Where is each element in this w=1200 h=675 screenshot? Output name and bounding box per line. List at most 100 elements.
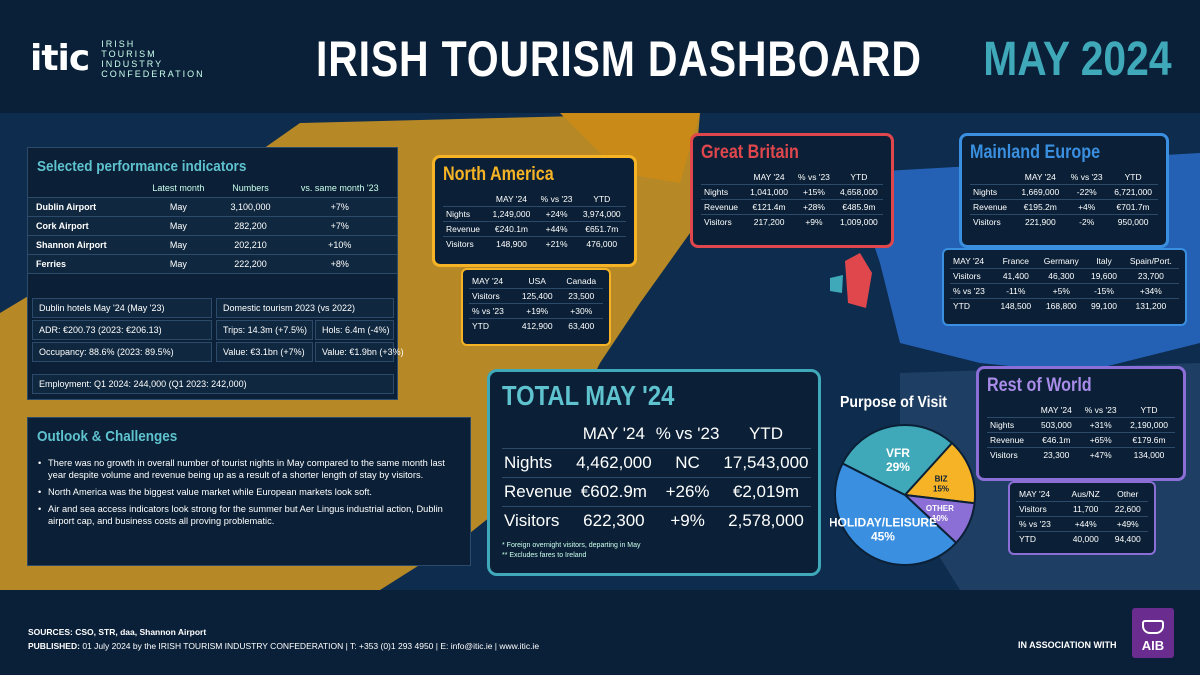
table-cell: +19% (514, 303, 560, 319)
column-header: Canada (566, 276, 597, 286)
table-cell: Nights (502, 448, 575, 478)
table-cell: 125,400 (514, 288, 560, 304)
table-cell: 22,600 (1107, 501, 1148, 517)
column-header: Other (1117, 489, 1139, 499)
column-header: YTD (748, 424, 783, 443)
table-cell: YTD (950, 298, 995, 313)
table-cell: +15% (793, 184, 835, 200)
table-row: Nights 503,000 +31% 2,190,000 (987, 417, 1175, 433)
table-cell: Revenue (701, 199, 745, 215)
table-cell: 282,200 (218, 216, 283, 236)
market-table: MAY '24 % vs '23 YTD Nights 1,669,000 -22% 6,… (970, 170, 1158, 229)
table-cell: +28% (793, 199, 835, 215)
column-header: YTD (593, 194, 611, 204)
pie-label: BIZ 15% (933, 474, 949, 493)
footer (0, 590, 1200, 675)
published-label: PUBLISHED: (28, 641, 80, 651)
column-header: USA (528, 276, 546, 286)
table-cell: Nights (701, 184, 745, 200)
table-cell: +30% (559, 303, 603, 319)
table-cell: Nights (443, 206, 488, 222)
great-britain-card: Great Britain MAY '24% vs '23 YTD Nights 1… (690, 133, 894, 248)
total-title: TOTAL MAY '24 (502, 380, 675, 411)
table-cell: €485.9m (834, 199, 883, 215)
association-label: IN ASSOCIATION WITH (1018, 640, 1117, 650)
hotels-label: Dublin hotels May '24 (May '23) (32, 298, 212, 318)
table-cell: Cork Airport (28, 216, 139, 236)
employment-value: Employment: Q1 2024: 244,000 (Q1 2023: 2… (32, 374, 394, 394)
mainland-europe-breakdown: MAY '24 France Germany Italy Spain/Port. Vis… (942, 248, 1187, 326)
logo-line: INDUSTRY (101, 58, 164, 69)
britain-shape (845, 253, 872, 308)
table-cell: 134,000 (1123, 447, 1175, 462)
table-cell: +49% (1107, 516, 1148, 532)
table-cell: 148,500 (994, 298, 1038, 313)
sources-block: SOURCES: CSO, STR, daa, Shannon Airport … (28, 625, 539, 653)
column-header: Numbers (218, 179, 283, 198)
table-cell: €46.1m (1034, 432, 1079, 448)
table-row: Cork Airport May 282,200 +7% (28, 216, 397, 236)
table-cell: % vs '23 (469, 303, 515, 319)
column-header: Italy (1096, 256, 1112, 266)
logo-line: CONFEDERATION (101, 68, 205, 79)
table-cell: Dublin Airport (28, 197, 139, 217)
table-cell: Visitors (1016, 501, 1064, 517)
table-cell: 4,658,000 (834, 184, 883, 200)
column-header: MAY '24 (582, 424, 645, 443)
table-cell: 168,800 (1037, 298, 1086, 313)
table-cell: +10% (282, 235, 397, 255)
column-header: % vs '23 (798, 172, 830, 182)
table-row: Visitors 41,400 46,300 19,600 23,700 (950, 268, 1179, 284)
footnote: * Foreign overnight visitors, departing … (502, 542, 641, 549)
column-header: YTD (1140, 405, 1158, 415)
breakdown-table: MAY '24 Aus/NZ Other Visitors 11,700 22,600 … (1016, 487, 1148, 546)
aib-ark-icon (1142, 620, 1164, 634)
table-cell: +4% (1065, 199, 1109, 215)
table-row: Visitors 622,300 +9% 2,578,000 (502, 506, 811, 535)
table-cell: 222,200 (218, 254, 283, 274)
column-header: MAY '24 (753, 172, 785, 182)
table-cell: Visitors (970, 214, 1016, 229)
column-header (970, 170, 1015, 185)
table-cell: 412,900 (514, 318, 560, 333)
sources-text: SOURCES: CSO, STR, daa, Shannon Airport (28, 627, 207, 637)
greenland-shape (560, 113, 700, 183)
pie-slice-vfr (841, 424, 954, 497)
column-header: MAY '24 (472, 276, 504, 286)
column-header: MAY '24 (1024, 172, 1056, 182)
table-cell: €602.9m (574, 477, 654, 507)
table-cell: 202,210 (218, 235, 283, 255)
table-cell: -15% (1085, 283, 1123, 299)
table-row: Revenue €46.1m +65% €179.6m (987, 432, 1175, 448)
adr-value: ADR: €200.73 (2023: €206.13) (32, 320, 212, 340)
table-cell: +44% (1063, 516, 1108, 532)
table-row: Revenue €240.1m +44% €651.7m (443, 221, 626, 237)
table-row: Visitors 217,200 +9% 1,009,000 (701, 214, 883, 229)
table-cell: Visitors (469, 288, 515, 304)
column-header: % vs '23 (1070, 172, 1103, 182)
footnotes: * Foreign overnight visitors, departing … (502, 541, 806, 561)
table-cell: 40,000 (1063, 531, 1108, 546)
indicators-table: Latest month Numbers vs. same month '23 … (28, 179, 397, 274)
column-header: YTD (850, 172, 868, 182)
table-cell: 19,600 (1085, 268, 1123, 284)
table-cell: 950,000 (1108, 214, 1158, 229)
table-cell: 41,400 (994, 268, 1038, 284)
table-cell: 1,041,000 (745, 184, 794, 200)
table-cell: 131,200 (1122, 298, 1179, 313)
table-cell: +65% (1078, 432, 1124, 448)
table-cell: Revenue (987, 432, 1035, 448)
table-cell: 99,100 (1085, 298, 1123, 313)
domestic-label: Domestic tourism 2023 (vs 2022) (216, 298, 394, 318)
market-title: North America (443, 164, 554, 185)
table-cell: +44% (535, 221, 578, 237)
table-cell: Revenue (443, 221, 488, 237)
column-header: Aus/NZ (1071, 489, 1100, 499)
table-cell: +7% (282, 197, 397, 217)
table-cell: 221,900 (1015, 214, 1066, 229)
table-row: Visitors 221,900 -2% 950,000 (970, 214, 1158, 229)
table-cell: Visitors (502, 506, 575, 535)
table-cell: Revenue (502, 477, 575, 507)
table-cell: Revenue (970, 199, 1016, 215)
table-row: Shannon Airport May 202,210 +10% (28, 235, 397, 255)
